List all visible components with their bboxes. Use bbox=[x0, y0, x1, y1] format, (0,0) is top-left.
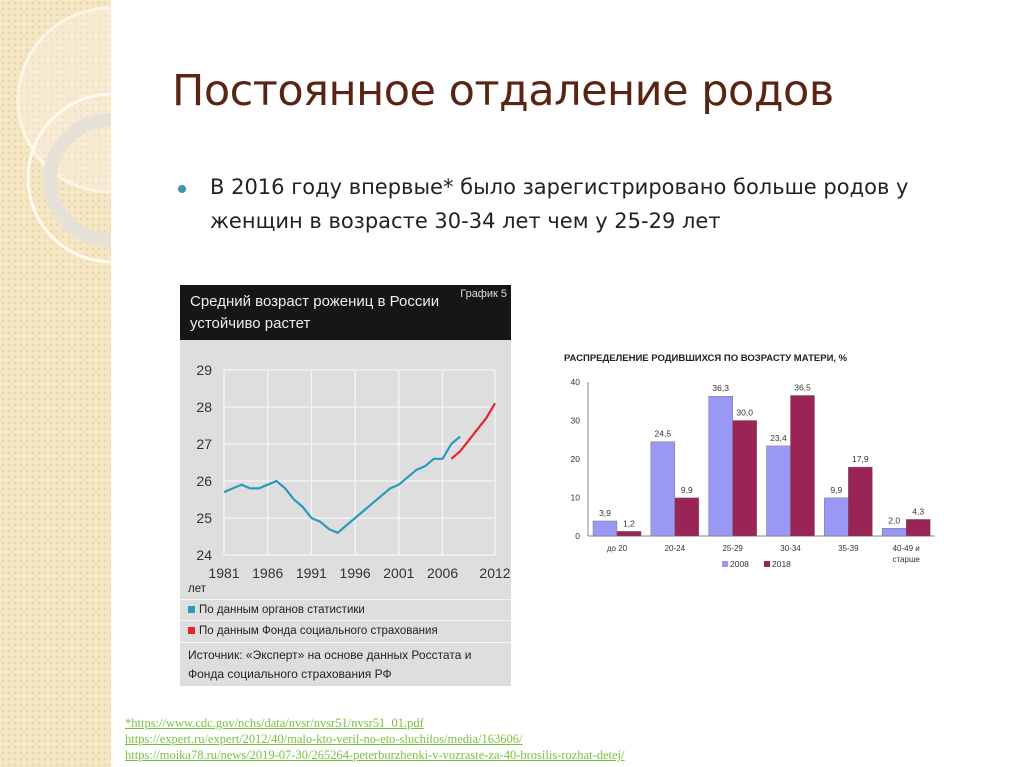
bar-2008 bbox=[650, 441, 676, 537]
x-tick-label: 1996 bbox=[340, 565, 371, 581]
bullet-dot bbox=[178, 185, 186, 193]
bar-chart: РАСПРЕДЕЛЕНИЕ РОДИВШИХСЯ ПО ВОЗРАСТУ МАТ… bbox=[564, 353, 935, 569]
divider bbox=[180, 620, 511, 621]
divider bbox=[180, 599, 511, 600]
y-tick-label: 40 bbox=[571, 377, 581, 387]
legend-item-stat: По данным органов статистики bbox=[188, 604, 365, 616]
reference-link[interactable]: https://moika78.ru/news/2019-07-30/26526… bbox=[125, 748, 625, 762]
x-tick-label: 1991 bbox=[296, 565, 327, 581]
divider bbox=[180, 642, 511, 643]
reference-link[interactable]: https://expert.ru/expert/2012/40/malo-kt… bbox=[125, 732, 523, 746]
y-tick-label: 29 bbox=[196, 362, 212, 378]
data-label: 9,9 bbox=[830, 485, 842, 495]
y-tick-label: 28 bbox=[196, 399, 212, 415]
bar-2018 bbox=[905, 519, 931, 537]
data-label: 36,3 bbox=[712, 383, 729, 393]
legend-swatch bbox=[722, 561, 728, 567]
line-chart-unit: лет bbox=[188, 583, 206, 595]
x-tick-label: до 20 bbox=[607, 544, 628, 553]
line-chart: 24 25 26 27 28 29 1981 1986 1991 1996 2001 2006 2012 bbox=[196, 362, 510, 581]
line-chart-tag: График 5 bbox=[460, 288, 507, 300]
bar-chart-title: РАСПРЕДЕЛЕНИЕ РОДИВШИХСЯ ПО ВОЗРАСТУ МАТ… bbox=[564, 353, 848, 364]
x-tick-label: 2012 bbox=[479, 565, 510, 581]
decorative-strip bbox=[0, 0, 111, 767]
y-tick-label: 24 bbox=[196, 547, 212, 563]
y-tick-label: 30 bbox=[571, 416, 581, 426]
series-line-stat bbox=[223, 435, 461, 535]
legend-swatch bbox=[188, 627, 195, 634]
bar-2008 bbox=[592, 520, 618, 537]
data-label: 23,4 bbox=[770, 433, 787, 443]
x-tick-label: 2001 bbox=[383, 565, 414, 581]
legend-label: 2008 bbox=[730, 559, 749, 569]
data-label: 36,5 bbox=[794, 382, 811, 392]
bar-2008 bbox=[708, 396, 733, 537]
y-tick-label: 10 bbox=[571, 493, 581, 503]
series-line-fss bbox=[450, 402, 496, 460]
data-label: 2,0 bbox=[888, 515, 900, 525]
data-label: 3,9 bbox=[599, 508, 611, 518]
line-chart-panel: Средний возраст рожениц в России устойчи… bbox=[180, 285, 511, 686]
legend-label: По данным органов статистики bbox=[199, 604, 365, 616]
legend-swatch bbox=[188, 606, 195, 613]
legend-item-fss: По данным Фонда социального страхования bbox=[188, 625, 438, 637]
line-chart-title: Средний возраст рожениц в России устойчи… bbox=[190, 293, 440, 332]
reference-links: *https://www.cdc.gov/nchs/data/nvsr/nvsr… bbox=[125, 715, 625, 763]
data-label: 24,5 bbox=[655, 429, 672, 439]
x-tick-label: 20-24 bbox=[665, 544, 686, 553]
x-tick-label: 1986 bbox=[252, 565, 283, 581]
legend-swatch bbox=[764, 561, 770, 567]
y-tick-label: 0 bbox=[575, 531, 580, 541]
x-tick-label: 30-34 bbox=[780, 544, 801, 553]
y-tick-label: 27 bbox=[196, 436, 212, 452]
data-label: 9,9 bbox=[681, 485, 693, 495]
decorative-circles bbox=[16, 6, 111, 264]
bullet-text: В 2016 году впервые* было зарегистрирова… bbox=[210, 175, 909, 233]
x-tick-label: 1981 bbox=[208, 565, 239, 581]
bar-2018 bbox=[674, 497, 700, 537]
x-tick-label: 2006 bbox=[427, 565, 458, 581]
slide-title: Постоянное отдаление родов bbox=[172, 66, 834, 116]
data-label: 30,0 bbox=[736, 408, 753, 418]
legend-label: 2018 bbox=[772, 559, 791, 569]
x-tick-label: 35-39 bbox=[838, 544, 859, 553]
reference-link[interactable]: *https://www.cdc.gov/nchs/data/nvsr/nvsr… bbox=[125, 716, 424, 730]
data-label: 1,2 bbox=[623, 518, 635, 528]
y-tick-label: 26 bbox=[196, 473, 212, 489]
bar-2008 bbox=[766, 445, 791, 537]
bar-2008 bbox=[824, 497, 849, 537]
bar-2018 bbox=[790, 395, 815, 537]
x-tick-label: 25-29 bbox=[722, 544, 743, 553]
x-tick-label: старше bbox=[892, 555, 920, 564]
line-chart-header: Средний возраст рожениц в России устойчи… bbox=[180, 285, 511, 340]
data-label: 17,9 bbox=[852, 454, 869, 464]
bar-2018 bbox=[848, 466, 873, 537]
bar-2008 bbox=[881, 528, 907, 537]
x-tick-label: 40-49 и bbox=[893, 544, 920, 553]
bar-2018 bbox=[616, 531, 642, 537]
data-label: 4,3 bbox=[912, 506, 924, 516]
legend-label: По данным Фонда социального страхования bbox=[199, 625, 438, 637]
line-chart-source: Источник: «Эксперт» на основе данных Рос… bbox=[188, 648, 472, 681]
bar-2018 bbox=[732, 420, 757, 537]
y-tick-label: 20 bbox=[571, 454, 581, 464]
bar-chart-panel: РАСПРЕДЕЛЕНИЕ РОДИВШИХСЯ ПО ВОЗРАСТУ МАТ… bbox=[550, 345, 950, 580]
y-tick-label: 25 bbox=[196, 510, 212, 526]
